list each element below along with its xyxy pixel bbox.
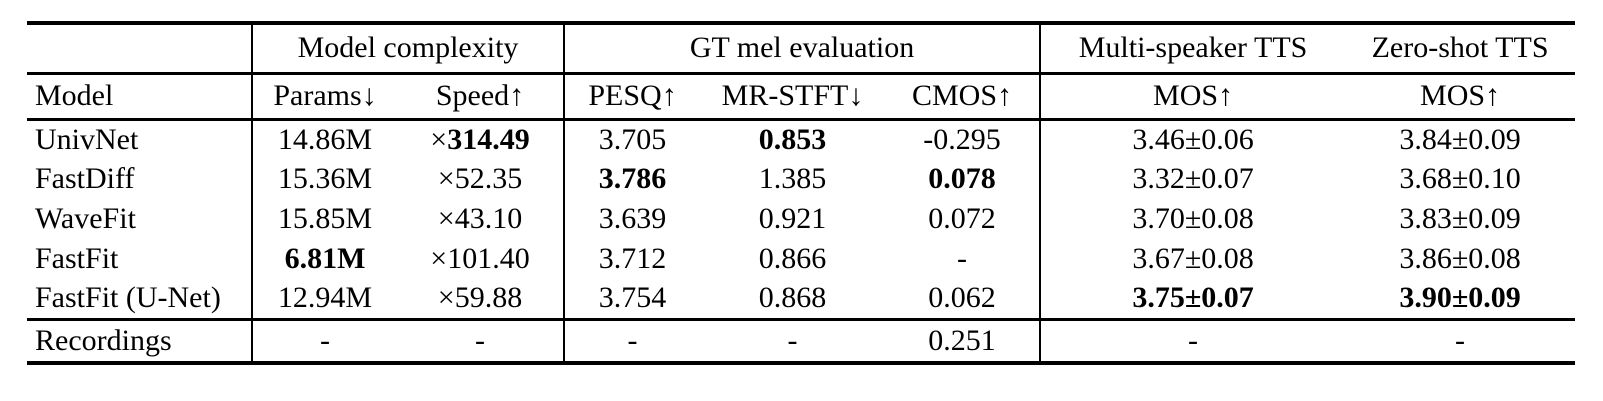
times-sign: × [430, 122, 448, 156]
row-wavefit: WaveFit 15.85M ×43.10 3.639 0.921 0.072 … [27, 199, 1575, 239]
cell-params: 14.86M [251, 119, 397, 159]
cell-speed: ×101.40 [397, 239, 564, 279]
col-header-mr-stft: MR-STFT↓ [700, 73, 886, 121]
cell-mos-zero: - [1455, 323, 1466, 357]
col-header-params: Params↓ [251, 73, 397, 121]
speed-value: 43.10 [454, 202, 523, 235]
cell-model: FastFit [35, 242, 119, 275]
cell-mos-multi: - [1039, 319, 1346, 363]
cell-pesq: 3.754 [563, 279, 701, 321]
cell-pesq: 3.712 [563, 239, 701, 279]
col-header-mos-zero-shot: MOS↑ [1345, 73, 1576, 121]
cell-params: 15.36M [251, 159, 397, 199]
cell-mos-multi: 3.75±0.07 [1039, 279, 1346, 321]
col-header-model: Model [27, 73, 252, 121]
cell-cmos: 0.072 [928, 202, 996, 235]
cell-mos-zero: 3.86±0.08 [1399, 242, 1521, 275]
cell-model: Recordings [35, 323, 172, 357]
cell-model: WaveFit [35, 202, 136, 235]
cell-mr-stft: 1.385 [758, 162, 827, 195]
row-fastfit: FastFit 6.81M ×101.40 3.712 0.866 - 3.67… [27, 239, 1575, 279]
cell-speed: ×52.35 [397, 159, 564, 199]
cell-speed: - [397, 319, 564, 363]
col-header-cmos: CMOS↑ [885, 73, 1041, 121]
col-header-pesq: PESQ↑ [563, 73, 701, 121]
cell-cmos: -0.295 [923, 122, 1001, 156]
cell-mr-stft: - [787, 323, 798, 357]
col-header-speed: Speed↑ [397, 73, 565, 121]
row-fastdiff: FastDiff 15.36M ×52.35 3.786 1.385 0.078… [27, 159, 1575, 199]
cell-params: 6.81M [251, 239, 397, 279]
cell-pesq: 3.786 [563, 159, 701, 199]
cell-pesq: - [563, 319, 701, 363]
cell-model: UnivNet [35, 122, 139, 156]
cell-mr-stft: 0.921 [758, 202, 827, 235]
speed-value: 101.40 [447, 242, 530, 275]
group-header-row: Model complexity GT mel evaluation Multi… [27, 23, 1576, 75]
group-header-gt-mel-evaluation: GT mel evaluation [563, 23, 1041, 75]
cell-mos-multi: 3.32±0.07 [1039, 159, 1346, 199]
cell-speed: ×43.10 [397, 199, 564, 239]
cell-speed: ×314.49 [397, 119, 564, 159]
cell-cmos: 0.251 [928, 323, 996, 357]
cell-pesq: 3.639 [563, 199, 701, 239]
group-header-model-complexity: Model complexity [250, 23, 565, 75]
speed-value: 52.35 [454, 162, 523, 195]
cell-cmos: 0.078 [928, 162, 996, 195]
cell-params: 12.94M [251, 279, 397, 321]
row-fastfit-unet: FastFit (U-Net) 12.94M ×59.88 3.754 0.86… [27, 279, 1576, 321]
cell-mr-stft: 0.866 [758, 242, 827, 275]
cell-mos-zero: 3.84±0.09 [1399, 122, 1521, 156]
cell-mos-multi: 3.46±0.06 [1039, 119, 1346, 159]
group-header-zero-shot-tts: Zero-shot TTS [1345, 23, 1576, 75]
col-header-mos-multi-speaker: MOS↑ [1039, 73, 1346, 121]
results-table: Model complexity GT mel evaluation Multi… [27, 21, 1576, 365]
column-header-row: Model Params↓ Speed↑ PESQ↑ MR-STFT↓ CMOS… [27, 73, 1576, 121]
cell-mos-multi: 3.67±0.08 [1039, 239, 1346, 279]
cell-mos-zero: 3.83±0.09 [1399, 202, 1521, 235]
row-recordings: Recordings - - - - 0.251 - - [27, 319, 1575, 363]
speed-value: 59.88 [454, 281, 523, 315]
cell-mos-zero: 3.68±0.10 [1399, 162, 1521, 195]
cell-pesq: 3.705 [563, 119, 701, 159]
speed-value: - [475, 323, 485, 357]
group-header-empty [27, 23, 252, 75]
group-header-multi-speaker-tts: Multi-speaker TTS [1039, 23, 1346, 75]
times-sign: × [437, 202, 455, 235]
cell-speed: ×59.88 [397, 279, 565, 321]
cell-model: FastFit (U-Net) [27, 279, 252, 321]
row-univnet: UnivNet 14.86M ×314.49 3.705 0.853 -0.29… [27, 119, 1575, 159]
speed-value: 314.49 [447, 122, 530, 156]
cell-mr-stft: 0.868 [700, 279, 886, 321]
cell-cmos: - [957, 242, 968, 275]
cell-mos-zero: 3.90±0.09 [1345, 279, 1576, 321]
cell-params: 15.85M [251, 199, 397, 239]
times-sign: × [437, 281, 455, 315]
times-sign: × [430, 242, 448, 275]
times-sign: × [437, 162, 455, 195]
cell-model: FastDiff [35, 162, 135, 195]
cell-params: - [251, 319, 397, 363]
cell-cmos: 0.062 [885, 279, 1041, 321]
cell-mos-multi: 3.70±0.08 [1039, 199, 1346, 239]
cell-mr-stft: 0.853 [758, 122, 827, 156]
